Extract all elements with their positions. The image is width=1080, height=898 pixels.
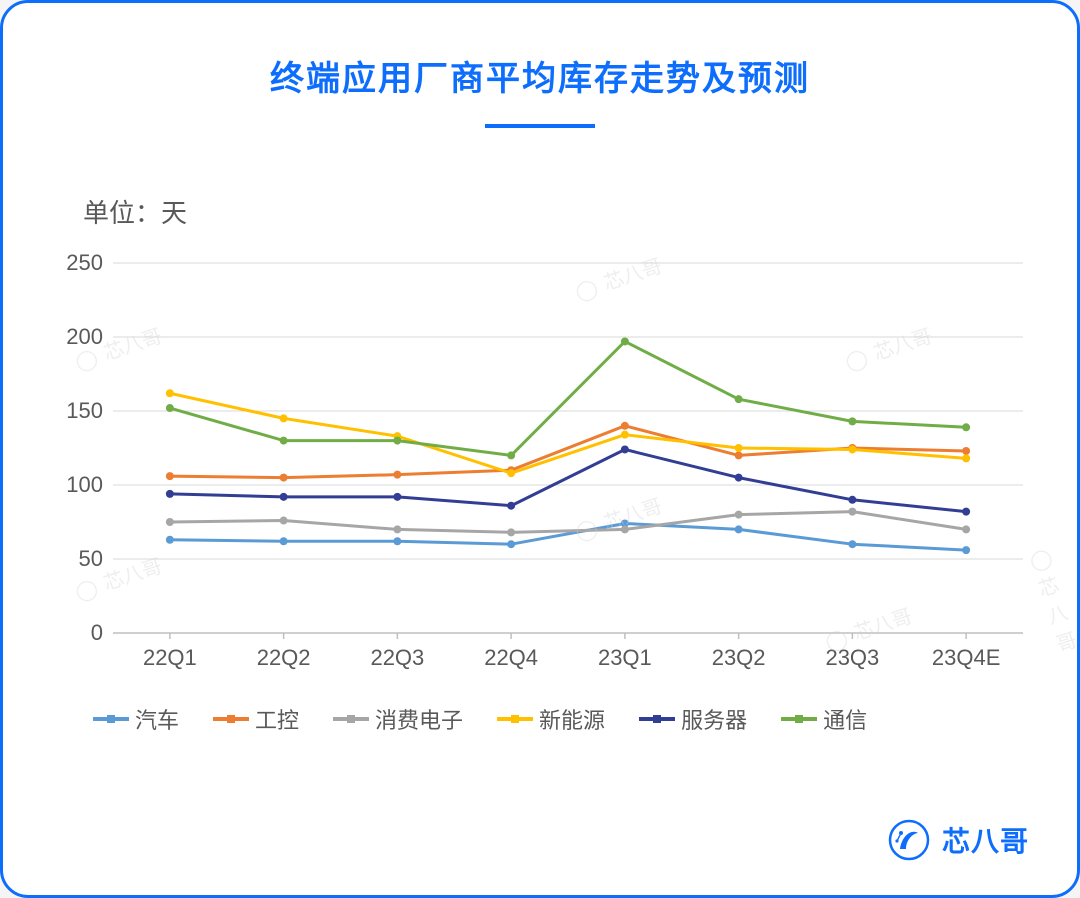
svg-text:22Q4: 22Q4: [484, 645, 538, 670]
svg-text:100: 100: [66, 472, 103, 497]
brand-badge: 芯八哥: [888, 819, 1029, 861]
chart-card: 终端应用厂商平均库存走势及预测 单位：天 0 50 100 150 200 250 22Q1…: [0, 0, 1080, 898]
chart-title: 终端应用厂商平均库存走势及预测: [3, 51, 1077, 100]
svg-text:23Q2: 23Q2: [712, 645, 766, 670]
chart-legend: 汽车 工控 消费电子 新能源 服务器 通信: [93, 703, 1013, 735]
legend-item: 汽车: [93, 703, 179, 735]
svg-text:23Q4E: 23Q4E: [932, 645, 1001, 670]
legend-swatch: [639, 717, 675, 721]
unit-label: 单位：天: [83, 193, 187, 230]
legend-label: 服务器: [681, 703, 747, 735]
line-chart: 0 50 100 150 200 250 22Q1 22Q2 22Q3 22Q4 23Q1 23Q2 2…: [43, 233, 1043, 693]
brand-logo-icon: [888, 819, 930, 861]
svg-text:250: 250: [66, 250, 103, 275]
legend-item: 工控: [213, 703, 299, 735]
svg-text:0: 0: [91, 620, 103, 645]
svg-text:23Q1: 23Q1: [598, 645, 652, 670]
legend-label: 新能源: [539, 703, 605, 735]
legend-swatch: [497, 717, 533, 721]
legend-swatch: [93, 717, 129, 721]
legend-swatch: [213, 717, 249, 721]
legend-swatch: [781, 717, 817, 721]
legend-label: 通信: [823, 703, 867, 735]
svg-text:23Q3: 23Q3: [825, 645, 879, 670]
legend-item: 新能源: [497, 703, 605, 735]
brand-text: 芯八哥: [942, 820, 1029, 860]
svg-text:22Q3: 22Q3: [370, 645, 424, 670]
legend-item: 通信: [781, 703, 867, 735]
legend-label: 工控: [255, 703, 299, 735]
svg-text:22Q1: 22Q1: [143, 645, 197, 670]
legend-item: 消费电子: [333, 703, 463, 735]
legend-label: 汽车: [135, 703, 179, 735]
svg-text:50: 50: [79, 546, 103, 571]
legend-swatch: [333, 717, 369, 721]
legend-item: 服务器: [639, 703, 747, 735]
svg-text:200: 200: [66, 324, 103, 349]
svg-text:22Q2: 22Q2: [257, 645, 311, 670]
svg-text:150: 150: [66, 398, 103, 423]
legend-label: 消费电子: [375, 703, 463, 735]
title-underline: [485, 124, 595, 128]
